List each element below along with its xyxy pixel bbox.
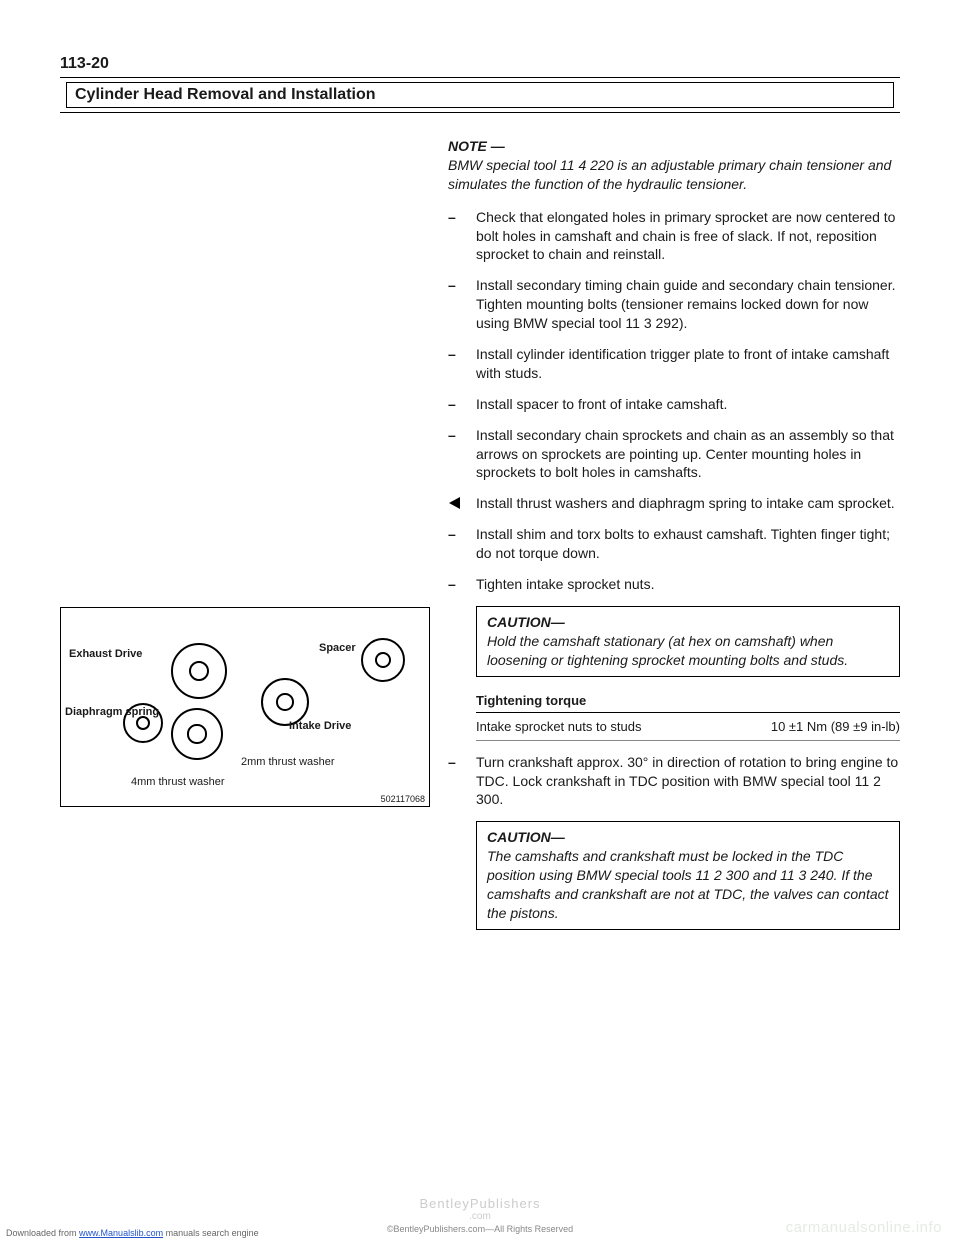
download-suffix: manuals search engine <box>163 1228 259 1238</box>
torque-value: 10 ±1 Nm (89 ±9 in-lb) <box>771 718 900 736</box>
figure: Exhaust Drive Spacer Diaphragm spring In… <box>60 607 430 807</box>
download-line: Downloaded from www.Manualslib.com manua… <box>6 1228 259 1238</box>
section-title: Cylinder Head Removal and Installation <box>66 82 894 108</box>
step-text: Install secondary timing chain guide and… <box>476 276 900 333</box>
step-marker: – <box>448 575 476 594</box>
step-text: Turn crankshaft approx. 30° in direction… <box>476 753 900 810</box>
step-marker: – <box>448 208 476 265</box>
torque-label: Intake sprocket nuts to studs <box>476 718 641 736</box>
step-item: – Turn crankshaft approx. 30° in directi… <box>448 753 900 810</box>
step-marker: – <box>448 525 476 563</box>
step-text: Install cylinder identification trigger … <box>476 345 900 383</box>
page-number: 113-20 <box>60 55 900 73</box>
triangle-marker-icon <box>448 494 476 513</box>
step-item: – Install spacer to front of intake cams… <box>448 395 900 414</box>
step-item: – Install shim and torx bolts to exhaust… <box>448 525 900 563</box>
download-prefix: Downloaded from <box>6 1228 79 1238</box>
torque-heading: Tightening torque <box>476 689 900 714</box>
fig-label-2mm: 2mm thrust washer <box>241 756 335 768</box>
left-column: Exhaust Drive Spacer Diaphragm spring In… <box>60 137 430 942</box>
caution-text: Hold the camshaft stationary (at hex on … <box>487 632 889 670</box>
caution-box: CAUTION— The camshafts and crankshaft mu… <box>476 821 900 929</box>
step-text: Tighten intake sprocket nuts. <box>476 575 900 594</box>
section-title-bar: Cylinder Head Removal and Installation <box>60 77 900 113</box>
step-text: Install shim and torx bolts to exhaust c… <box>476 525 900 563</box>
step-item: – Install secondary chain sprockets and … <box>448 426 900 483</box>
step-marker: – <box>448 276 476 333</box>
figure-caption: 502117068 <box>381 794 425 804</box>
step-item: – Install cylinder identification trigge… <box>448 345 900 383</box>
step-marker: – <box>448 753 476 810</box>
caution-box: CAUTION— Hold the camshaft stationary (a… <box>476 606 900 677</box>
publisher-watermark: BentleyPublishers <box>0 1196 960 1211</box>
step-text: Install thrust washers and diaphragm spr… <box>476 494 900 513</box>
step-marker: – <box>448 395 476 414</box>
note-heading: NOTE — <box>448 137 900 156</box>
fig-label-exhaust: Exhaust Drive <box>69 648 142 660</box>
step-item: – Check that elongated holes in primary … <box>448 208 900 265</box>
download-link[interactable]: www.Manualslib.com <box>79 1228 163 1238</box>
caution-heading: CAUTION— <box>487 613 889 632</box>
note-body: BMW special tool 11 4 220 is an adjustab… <box>448 156 900 194</box>
step-item: – Tighten intake sprocket nuts. <box>448 575 900 594</box>
step-text: Check that elongated holes in primary sp… <box>476 208 900 265</box>
caution-heading: CAUTION— <box>487 828 889 847</box>
fig-label-diaphragm: Diaphragm spring <box>65 706 159 718</box>
torque-block: Tightening torque Intake sprocket nuts t… <box>476 689 900 741</box>
watermark: carmanualsonline.info <box>786 1219 942 1236</box>
step-item: – Install secondary timing chain guide a… <box>448 276 900 333</box>
fig-label-intake: Intake Drive <box>289 720 351 732</box>
step-item: Install thrust washers and diaphragm spr… <box>448 494 900 513</box>
step-marker: – <box>448 345 476 383</box>
fig-label-4mm: 4mm thrust washer <box>131 776 225 788</box>
step-text: Install spacer to front of intake camsha… <box>476 395 900 414</box>
right-column: NOTE — BMW special tool 11 4 220 is an a… <box>448 137 900 942</box>
fig-label-spacer: Spacer <box>319 642 356 654</box>
step-text: Install secondary chain sprockets and ch… <box>476 426 900 483</box>
caution-text: The camshafts and crankshaft must be loc… <box>487 847 889 923</box>
torque-row: Intake sprocket nuts to studs 10 ±1 Nm (… <box>476 716 900 741</box>
step-marker: – <box>448 426 476 483</box>
